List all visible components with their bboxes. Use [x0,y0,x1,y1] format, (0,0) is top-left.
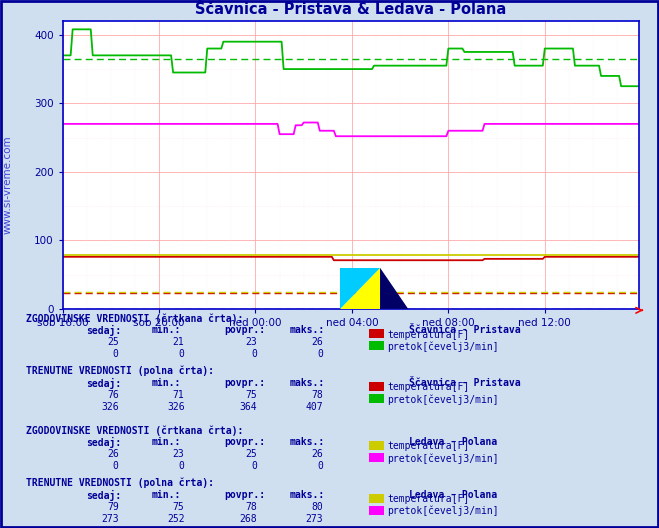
Text: pretok[čevelj3/min]: pretok[čevelj3/min] [387,453,499,464]
Text: 0: 0 [317,350,323,360]
Text: 326: 326 [101,402,119,412]
Text: 78: 78 [311,390,323,400]
Text: min.:: min.: [152,437,181,447]
Bar [369,494,384,503]
Text: 21: 21 [173,337,185,347]
Text: 26: 26 [107,449,119,459]
Text: pretok[čevelj3/min]: pretok[čevelj3/min] [387,394,499,404]
Text: ZGODOVINSKE VREDNOSTI (črtkana črta):: ZGODOVINSKE VREDNOSTI (črtkana črta): [26,425,244,436]
Text: 0: 0 [251,461,257,471]
Text: 79: 79 [107,502,119,512]
Text: 0: 0 [179,350,185,360]
Bar [369,329,384,338]
Text: sedaj:: sedaj: [86,489,121,501]
Text: maks.:: maks.: [290,325,325,335]
Text: TRENUTNE VREDNOSTI (polna črta):: TRENUTNE VREDNOSTI (polna črta): [26,366,214,376]
Text: povpr.:: povpr.: [224,489,265,499]
Text: 25: 25 [107,337,119,347]
Bar [369,506,384,515]
Text: 23: 23 [173,449,185,459]
Text: 326: 326 [167,402,185,412]
Text: pretok[čevelj3/min]: pretok[čevelj3/min] [387,506,499,516]
Text: sedaj:: sedaj: [86,378,121,389]
Text: 23: 23 [245,337,257,347]
Text: 26: 26 [311,449,323,459]
Text: 407: 407 [305,402,323,412]
Text: povpr.:: povpr.: [224,437,265,447]
Text: 76: 76 [107,390,119,400]
Text: temperatura[F]: temperatura[F] [387,382,470,392]
Text: 71: 71 [173,390,185,400]
Text: povpr.:: povpr.: [224,378,265,388]
Text: 252: 252 [167,514,185,524]
Polygon shape [340,268,380,309]
Text: 0: 0 [179,461,185,471]
Text: Ščavnica - Pristava: Ščavnica - Pristava [409,325,520,335]
Text: 75: 75 [245,390,257,400]
Text: min.:: min.: [152,378,181,388]
Bar [369,453,384,462]
Text: 273: 273 [305,514,323,524]
Text: Ledava - Polana: Ledava - Polana [409,437,497,447]
Text: Ledava - Polana: Ledava - Polana [409,489,497,499]
Bar [369,441,384,450]
Text: 364: 364 [239,402,257,412]
Text: sedaj:: sedaj: [86,325,121,336]
Bar [369,394,384,403]
Text: temperatura[F]: temperatura[F] [387,441,470,451]
Text: sedaj:: sedaj: [86,437,121,448]
Text: 26: 26 [311,337,323,347]
Polygon shape [380,268,408,309]
Text: 273: 273 [101,514,119,524]
Text: temperatura[F]: temperatura[F] [387,329,470,340]
Title: Ščavnica - Pristava & Ledava - Polana: Ščavnica - Pristava & Ledava - Polana [195,2,507,17]
Text: 78: 78 [245,502,257,512]
Text: temperatura[F]: temperatura[F] [387,494,470,504]
Bar [369,341,384,350]
Text: maks.:: maks.: [290,489,325,499]
Text: ZGODOVINSKE VREDNOSTI (črtkana črta):: ZGODOVINSKE VREDNOSTI (črtkana črta): [26,313,244,324]
Text: pretok[čevelj3/min]: pretok[čevelj3/min] [387,342,499,352]
Text: TRENUTNE VREDNOSTI (polna črta):: TRENUTNE VREDNOSTI (polna črta): [26,478,214,488]
Text: 25: 25 [245,449,257,459]
Text: maks.:: maks.: [290,437,325,447]
Polygon shape [340,268,380,309]
Text: 0: 0 [317,461,323,471]
Text: 268: 268 [239,514,257,524]
Text: Ščavnica - Pristava: Ščavnica - Pristava [409,378,520,388]
Text: 0: 0 [251,350,257,360]
Text: 0: 0 [113,350,119,360]
Text: maks.:: maks.: [290,378,325,388]
Text: 75: 75 [173,502,185,512]
Text: www.si-vreme.com: www.si-vreme.com [3,136,13,234]
Text: 80: 80 [311,502,323,512]
Text: 0: 0 [113,461,119,471]
Text: povpr.:: povpr.: [224,325,265,335]
Bar [369,382,384,391]
Text: min.:: min.: [152,489,181,499]
Text: min.:: min.: [152,325,181,335]
